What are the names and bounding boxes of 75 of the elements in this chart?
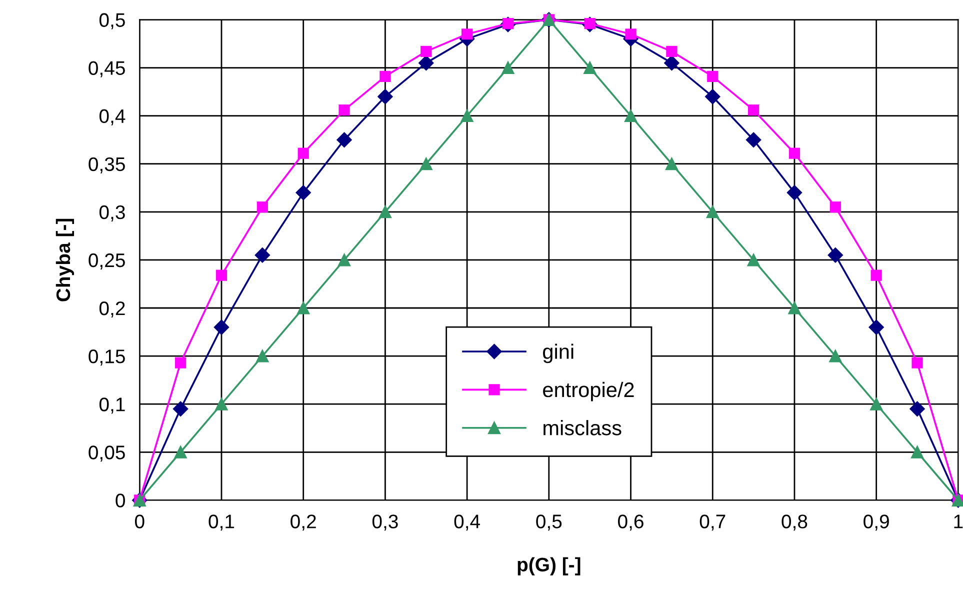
point (338, 254, 351, 266)
point (214, 320, 230, 335)
point (788, 302, 801, 314)
y-tick-label: 0,4 (99, 109, 126, 126)
point (828, 248, 843, 263)
x-tick-label: 0,5 (536, 514, 562, 531)
y-tick-label: 0,25 (88, 253, 125, 270)
point (788, 148, 800, 159)
y-axis-title: Chyba [-] (56, 218, 74, 302)
point (625, 28, 636, 40)
point (296, 185, 311, 200)
point (338, 104, 350, 116)
point (254, 248, 270, 263)
y-tick-label: 0,5 (99, 13, 125, 30)
point (175, 357, 186, 368)
y-tick-label: 0,3 (99, 205, 125, 222)
x-tick-label: 0,9 (864, 514, 889, 531)
point (746, 132, 762, 148)
point (418, 55, 434, 71)
y-tick-label: 0 (116, 494, 125, 508)
x-tick-label: 0,4 (454, 514, 480, 531)
legend-label: gini (543, 344, 574, 364)
x-tick-label: 0,1 (208, 514, 234, 531)
point (705, 89, 720, 104)
point (786, 185, 802, 200)
y-tick-label: 0,45 (88, 61, 125, 78)
point (172, 401, 188, 416)
point (420, 158, 432, 170)
point (256, 350, 269, 362)
y-tick-label: 0,35 (88, 157, 125, 174)
x-tick-label: 0,8 (782, 514, 808, 531)
point (297, 302, 310, 314)
point (378, 89, 393, 104)
x-tick-label: 0 (134, 514, 144, 528)
y-tick-label: 0,2 (99, 301, 125, 318)
point (584, 62, 596, 74)
legend-label: misclass (544, 420, 622, 436)
point (378, 206, 392, 218)
point (912, 357, 923, 368)
legend-label: entropie/2 (543, 382, 634, 402)
point (707, 70, 718, 82)
point (298, 148, 309, 159)
point (870, 398, 883, 410)
x-tick-label: 0,7 (700, 514, 726, 531)
point (336, 132, 352, 148)
point (664, 55, 680, 71)
point (624, 110, 638, 122)
point (706, 206, 719, 218)
point (462, 28, 473, 40)
x-tick-label: 0,6 (618, 514, 644, 531)
point (868, 320, 884, 335)
point (216, 270, 228, 281)
point (665, 158, 678, 170)
point (666, 46, 678, 57)
point (910, 401, 925, 416)
x-axis-title: p(G) [-] (518, 557, 580, 576)
point (747, 254, 760, 266)
x-tick-label: 0,2 (290, 514, 316, 531)
point (174, 446, 187, 458)
y-tick-label: 0,15 (88, 350, 125, 366)
x-tick-label: 0,3 (372, 514, 398, 531)
point (380, 70, 391, 82)
x-tick-label: 1 (954, 514, 963, 528)
point (420, 46, 432, 57)
point (870, 270, 882, 281)
point (460, 110, 474, 122)
y-tick-label: 0,1 (99, 398, 125, 414)
point (830, 202, 841, 213)
point (256, 202, 268, 213)
point (829, 350, 842, 362)
y-tick-label: 0,05 (88, 446, 125, 462)
point (748, 104, 760, 116)
point (502, 62, 514, 74)
point (215, 398, 228, 410)
point (911, 446, 924, 458)
